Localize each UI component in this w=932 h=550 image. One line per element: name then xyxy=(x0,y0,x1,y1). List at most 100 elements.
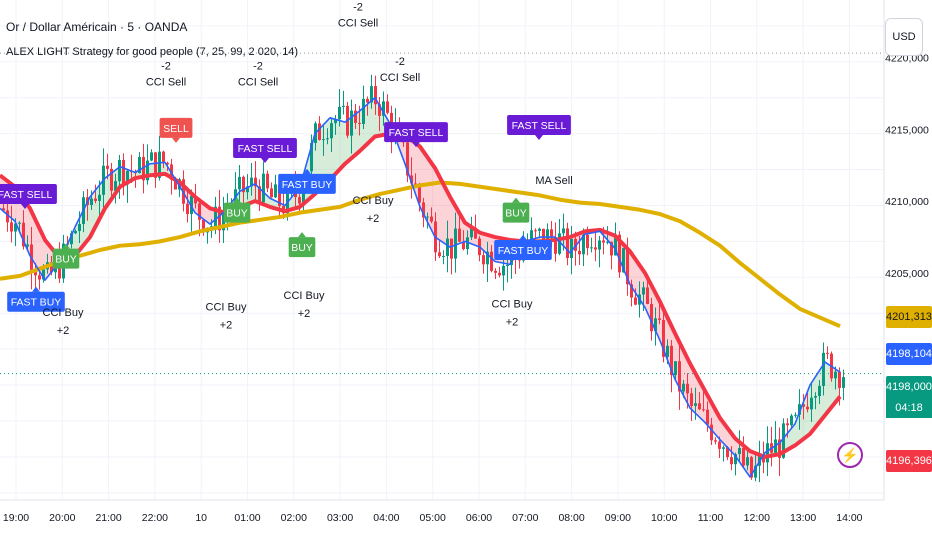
mid-ma-price-tag: 4196,396 xyxy=(886,450,932,472)
signal-box xyxy=(502,202,530,223)
candle-body xyxy=(562,228,565,234)
candle-body xyxy=(634,297,637,305)
buy-label[interactable]: BUY xyxy=(502,197,530,223)
candle xyxy=(774,421,777,453)
candle xyxy=(350,99,353,154)
buy-label[interactable]: BUY xyxy=(288,232,316,258)
candle xyxy=(202,218,205,236)
cloud-segment xyxy=(450,196,453,248)
candle-body xyxy=(550,229,553,238)
fast-sell-label[interactable]: FAST SELL xyxy=(384,122,448,148)
candle-body xyxy=(222,213,225,231)
cci-note-value: -2 xyxy=(395,56,405,68)
candle-body xyxy=(454,228,457,259)
candle xyxy=(154,152,157,188)
cci-note-label: CCI Sell xyxy=(380,72,420,84)
fast-sell-label[interactable]: FAST SELL xyxy=(0,183,57,209)
cci-note: -2 CCI Sell xyxy=(238,60,278,88)
time-tick-label: 10 xyxy=(195,512,207,524)
sell-label[interactable]: SELL xyxy=(159,117,193,143)
candle-body xyxy=(778,439,781,458)
candle-body xyxy=(50,262,53,273)
candle xyxy=(694,387,697,420)
candle xyxy=(630,279,633,307)
candle-body xyxy=(642,287,645,295)
candle-body xyxy=(162,151,165,163)
price-tick-label: 4210,000 xyxy=(885,196,929,208)
cloud-segment xyxy=(369,100,372,143)
candle-body xyxy=(826,352,829,354)
time-tick-label: 20:00 xyxy=(49,512,75,524)
candle-body xyxy=(262,173,265,203)
signal-box xyxy=(507,115,571,135)
candle-body xyxy=(626,248,629,285)
candle xyxy=(430,207,433,224)
fast-buy-label[interactable]: FAST BUY xyxy=(278,168,336,194)
candle xyxy=(730,446,733,471)
fast-sell-label[interactable]: FAST SELL xyxy=(233,137,297,163)
candle-body xyxy=(322,139,325,141)
candle xyxy=(110,162,113,198)
signal-text: BUY xyxy=(55,254,77,266)
candle xyxy=(590,237,593,253)
candle-body xyxy=(254,177,257,187)
lightning-icon[interactable]: ⚡ xyxy=(837,442,863,468)
signal-box xyxy=(223,202,251,223)
time-tick-label: 11:00 xyxy=(698,512,724,524)
candle xyxy=(74,229,77,235)
signal-text: FAST SELL xyxy=(0,189,52,201)
cloud-segment xyxy=(636,260,639,299)
candle-body xyxy=(810,397,813,410)
candle-body xyxy=(718,441,721,449)
time-tick-label: 21:00 xyxy=(95,512,121,524)
candle xyxy=(310,134,313,182)
buy-label[interactable]: BUY xyxy=(223,197,251,223)
signal-pointer xyxy=(32,286,40,292)
candle-body xyxy=(506,264,509,266)
candle-body xyxy=(426,216,429,218)
candle-body xyxy=(366,98,369,103)
symbol-title[interactable]: Or / Dollar Américain · 5 · OANDA xyxy=(6,20,188,34)
candle-body xyxy=(766,443,769,463)
signal-pointer xyxy=(512,197,520,203)
candle-body xyxy=(698,403,701,410)
cci-note-value: +2 xyxy=(506,316,519,328)
fast-sell-label[interactable]: FAST SELL xyxy=(507,115,571,140)
time-tick-label: 14:00 xyxy=(836,512,862,524)
candle-body xyxy=(238,176,241,190)
candle xyxy=(814,392,817,410)
candle xyxy=(582,228,585,267)
candle-body xyxy=(150,152,153,161)
candle-body xyxy=(682,383,685,392)
price-axis xyxy=(884,0,932,500)
candle-body xyxy=(734,454,737,465)
candle-body xyxy=(442,255,445,257)
candle-body xyxy=(554,237,557,254)
buy-label[interactable]: BUY xyxy=(52,243,80,269)
candle-body xyxy=(666,345,669,357)
signal-box xyxy=(0,183,57,204)
candle-body xyxy=(42,269,45,280)
candle-body xyxy=(110,168,113,191)
cloud-segment xyxy=(483,233,486,253)
mid-ma-line xyxy=(0,131,842,459)
indicator-legend[interactable]: ALEX LIGHT Strategy for good people (7, … xyxy=(6,46,299,58)
candle xyxy=(834,366,837,390)
fast-buy-label[interactable]: FAST BUY xyxy=(494,235,552,260)
candle xyxy=(674,361,677,381)
signal-pointer xyxy=(535,135,543,140)
cci-note-value: -2 xyxy=(353,1,363,13)
fast-buy-label[interactable]: FAST BUY xyxy=(7,286,65,312)
candle-body xyxy=(586,234,589,249)
candle-body xyxy=(730,457,733,465)
currency-button[interactable]: USD xyxy=(885,18,923,56)
candle-body xyxy=(138,157,141,174)
candle xyxy=(662,307,665,363)
candle-body xyxy=(602,240,605,243)
candle xyxy=(822,342,825,396)
candle-body xyxy=(354,110,357,123)
candle xyxy=(654,307,657,346)
candle xyxy=(266,170,269,193)
candle xyxy=(778,427,781,477)
